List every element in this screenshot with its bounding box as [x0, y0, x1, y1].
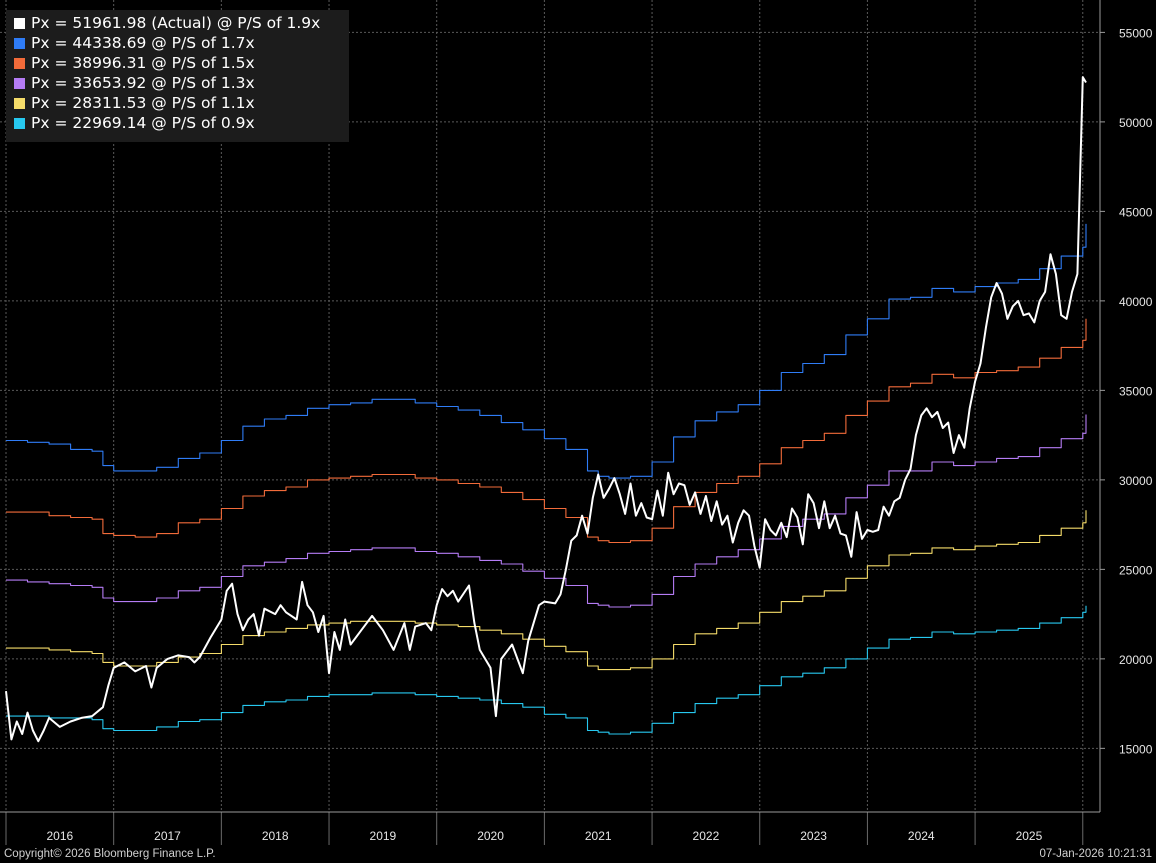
- series-lines: [5, 76, 1087, 743]
- legend-item-1-3x: Px = 33653.92 @ P/S of 1.3x: [14, 73, 255, 93]
- y-tick-label: 45000: [1119, 205, 1153, 219]
- copyright-text: Copyright© 2026 Bloomberg Finance L.P.: [4, 848, 216, 860]
- legend-item-1-7x: Px = 44338.69 @ P/S of 1.7x: [14, 33, 255, 53]
- x-tick-label: 2020: [477, 829, 504, 843]
- x-tick-label: 2021: [585, 829, 612, 843]
- x-tick-label: 2017: [154, 829, 181, 843]
- legend-item-actual: Px = 51961.98 (Actual) @ P/S of 1.9x: [14, 13, 320, 33]
- series-line-actual: [5, 76, 1087, 743]
- y-tick-label: 30000: [1119, 474, 1153, 488]
- legend-label: Px = 28311.53 @ P/S of 1.1x: [31, 94, 255, 112]
- legend-swatch-icon: [14, 37, 25, 49]
- y-tick-label: 20000: [1119, 653, 1153, 667]
- legend-item-0-9x: Px = 22969.14 @ P/S of 0.9x: [14, 113, 255, 133]
- x-tick-label: 2024: [908, 829, 935, 843]
- y-tick-label: 55000: [1119, 26, 1153, 40]
- timestamp-text: 07-Jan-2026 10:21:31: [1039, 848, 1152, 860]
- y-tick-label: 35000: [1119, 384, 1153, 398]
- legend-label: Px = 44338.69 @ P/S of 1.7x: [31, 34, 255, 52]
- y-tick-label: 40000: [1119, 295, 1153, 309]
- legend-label: Px = 38996.31 @ P/S of 1.5x: [31, 54, 255, 72]
- x-tick-label: 2023: [800, 829, 827, 843]
- x-tick-label: 2016: [46, 829, 73, 843]
- x-tick-label: 2018: [262, 829, 289, 843]
- series-line-band: [6, 605, 1087, 735]
- x-tick-label: 2022: [693, 829, 720, 843]
- series-line-band: [6, 414, 1087, 608]
- legend-swatch-icon: [14, 117, 25, 129]
- axes: 15000 20000 25000 30000 35000 40000 45000 50000…: [0, 0, 1153, 845]
- legend-label: Px = 33653.92 @ P/S of 1.3x: [31, 74, 255, 92]
- series-line-band: [6, 318, 1087, 544]
- legend-label: Px = 51961.98 (Actual) @ P/S of 1.9x: [31, 14, 321, 32]
- legend: Px = 51961.98 (Actual) @ P/S of 1.9x Px …: [6, 10, 349, 142]
- y-tick-label: 25000: [1119, 563, 1153, 577]
- legend-item-1-5x: Px = 38996.31 @ P/S of 1.5x: [14, 53, 255, 73]
- legend-swatch-icon: [14, 57, 25, 69]
- legend-label: Px = 22969.14 @ P/S of 0.9x: [31, 114, 255, 132]
- x-tick-label: 2025: [1016, 829, 1043, 843]
- series-line-band: [6, 223, 1087, 479]
- legend-swatch-icon: [14, 17, 25, 29]
- x-tick-label: 2019: [370, 829, 397, 843]
- y-tick-label: 50000: [1119, 116, 1153, 130]
- legend-swatch-icon: [14, 97, 25, 109]
- series-line-band: [6, 510, 1087, 671]
- y-tick-label: 15000: [1119, 742, 1153, 756]
- legend-swatch-icon: [14, 77, 25, 89]
- legend-item-1-1x: Px = 28311.53 @ P/S of 1.1x: [14, 93, 255, 113]
